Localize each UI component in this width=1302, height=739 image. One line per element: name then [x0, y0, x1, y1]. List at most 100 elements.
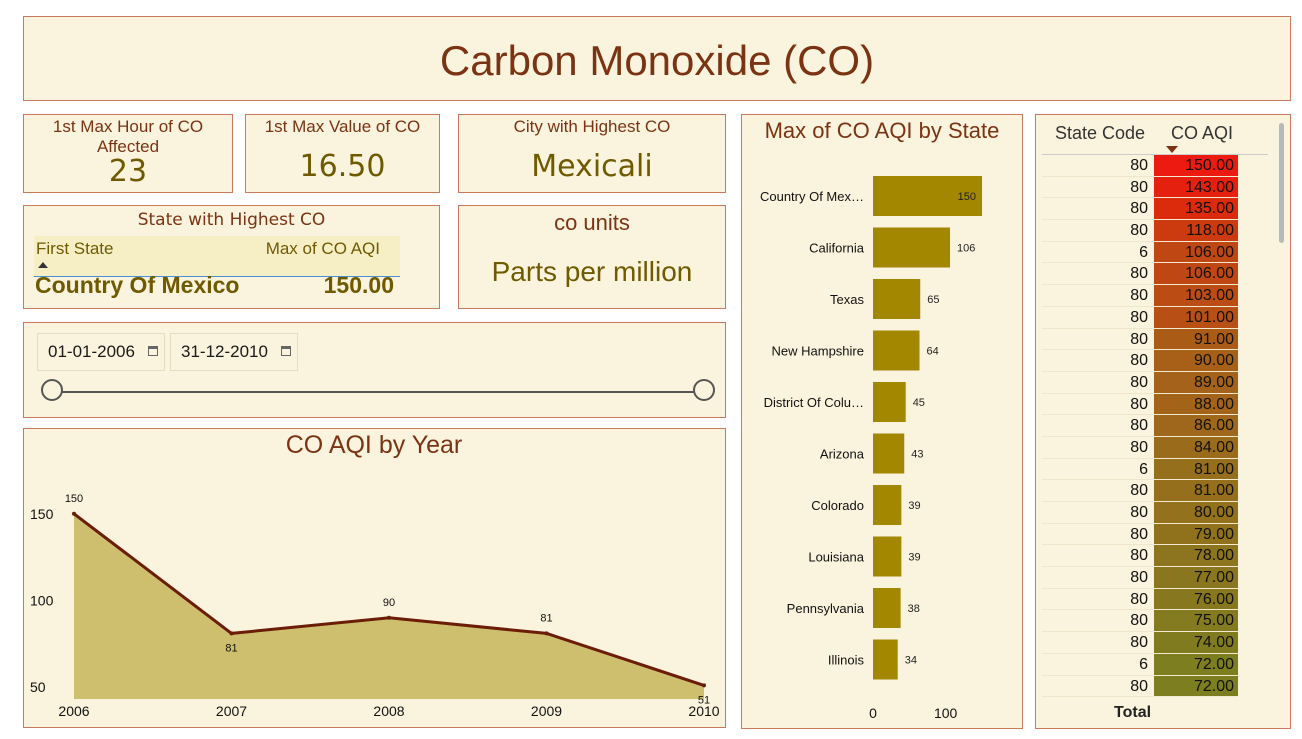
table-row[interactable]: 80 150.00 — [1042, 155, 1268, 177]
state-code-cell: 80 — [1042, 545, 1154, 568]
bar[interactable] — [873, 330, 920, 371]
state-code-cell: 80 — [1042, 415, 1154, 437]
table-row[interactable]: 6 81.00 — [1042, 458, 1268, 481]
date-slicer: 01-01-2006 31-12-2010 — [23, 322, 726, 418]
start-date-handle[interactable] — [41, 379, 63, 401]
state-code-cell: 6 — [1042, 654, 1154, 676]
data-point[interactable] — [544, 631, 549, 636]
table-row[interactable]: 80 72.00 — [1042, 675, 1268, 698]
table-row[interactable]: 80 74.00 — [1042, 632, 1268, 654]
co-aqi-cell: 72.00 — [1154, 675, 1238, 698]
state-code-cell: 6 — [1042, 242, 1154, 264]
co-aqi-cell: 80.00 — [1154, 502, 1238, 524]
co-aqi-cell: 75.00 — [1154, 610, 1238, 633]
date-range-track[interactable] — [52, 391, 703, 393]
table-row[interactable]: 6 106.00 — [1042, 241, 1268, 264]
co-aqi-cell: 101.00 — [1154, 306, 1238, 329]
table-row[interactable]: 80 76.00 — [1042, 588, 1268, 611]
table-row[interactable]: 80 91.00 — [1042, 328, 1268, 351]
kpi-city-card: City with Highest CO Mexicali — [458, 114, 726, 193]
data-point[interactable] — [387, 615, 391, 620]
table-header-aqi[interactable]: CO AQI — [1171, 123, 1234, 143]
co-aqi-cell: 89.00 — [1154, 371, 1238, 394]
co-aqi-cell: 150.00 — [1154, 155, 1238, 177]
state-code-cell: 80 — [1042, 567, 1154, 589]
max-aqi-header[interactable]: Max of CO AQI — [265, 239, 380, 258]
table-row[interactable]: 80 86.00 — [1042, 415, 1268, 437]
value-label: 45 — [913, 397, 925, 409]
kpi-max-hour-value: 23 — [108, 154, 148, 189]
co-aqi-cell: 81.00 — [1154, 458, 1238, 481]
y-tick-label: 150 — [30, 506, 54, 522]
bar[interactable] — [873, 382, 906, 422]
table-row[interactable]: 6 72.00 — [1042, 653, 1268, 676]
bar[interactable] — [873, 279, 921, 319]
table-row[interactable]: 80 135.00 — [1042, 198, 1268, 221]
bar[interactable] — [873, 176, 982, 216]
state-code-cell: 80 — [1042, 502, 1154, 524]
calendar-icon[interactable] — [281, 346, 291, 356]
table-row[interactable]: 80 106.00 — [1042, 263, 1268, 286]
table-row[interactable]: 80 101.00 — [1042, 306, 1268, 329]
state-code-cell: 80 — [1042, 307, 1154, 329]
co-aqi-cell: 143.00 — [1154, 176, 1238, 199]
state-table-header: First State Max of CO AQI — [34, 236, 400, 277]
kpi-max-hour-card: 1st Max Hour of CO Affected 23 — [23, 114, 233, 193]
data-point[interactable] — [72, 511, 76, 516]
state-code-cell: 80 — [1042, 263, 1154, 286]
table-row[interactable]: 80 143.00 — [1042, 176, 1268, 199]
state-code-cell: 80 — [1042, 372, 1154, 394]
table-row[interactable]: 80 88.00 — [1042, 393, 1268, 416]
start-date-input[interactable]: 01-01-2006 — [37, 333, 165, 371]
bar[interactable] — [873, 588, 901, 628]
table-row[interactable]: 80 118.00 — [1042, 220, 1268, 242]
table-row[interactable]: 80 103.00 — [1042, 285, 1268, 307]
table-row[interactable]: 80 79.00 — [1042, 523, 1268, 546]
state-aqi-table: State Code CO AQI 80 150.00 80 143.00 80 135.… — [1035, 114, 1291, 729]
state-code-cell: 80 — [1042, 394, 1154, 416]
end-date-handle[interactable] — [693, 379, 715, 401]
category-label: Colorado — [811, 498, 864, 513]
x-tick-label: 2009 — [531, 703, 562, 719]
line-chart-title: CO AQI by Year — [286, 431, 463, 459]
co-aqi-state-chart: Max of CO AQI by State Country Of Mex… 15… — [741, 114, 1023, 729]
bar[interactable] — [873, 227, 951, 268]
first-state-header[interactable]: First State — [36, 239, 114, 258]
category-label: Arizona — [820, 447, 865, 462]
co-aqi-cell: 84.00 — [1154, 436, 1238, 459]
state-code-cell: 80 — [1042, 198, 1154, 221]
x-tick-label: 2008 — [373, 703, 404, 719]
state-code-cell: 80 — [1042, 437, 1154, 459]
table-row[interactable]: 80 90.00 — [1042, 350, 1268, 372]
co-aqi-cell: 77.00 — [1154, 567, 1238, 589]
table-row[interactable]: 80 78.00 — [1042, 545, 1268, 568]
data-point[interactable] — [229, 631, 234, 636]
state-code-cell: 80 — [1042, 220, 1154, 242]
bar[interactable] — [873, 639, 898, 680]
bar[interactable] — [873, 485, 902, 525]
table-row[interactable]: 80 80.00 — [1042, 502, 1268, 524]
table-row[interactable]: 80 84.00 — [1042, 436, 1268, 459]
calendar-icon[interactable] — [148, 346, 158, 356]
table-row[interactable]: 80 77.00 — [1042, 567, 1268, 589]
end-date-input[interactable]: 31-12-2010 — [170, 333, 298, 371]
co-aqi-cell: 118.00 — [1154, 220, 1238, 242]
co-units-card: co units Parts per million — [458, 205, 726, 309]
co-aqi-year-chart: CO AQI by Year 150 100 50 2006 2007 2008 2009 2… — [23, 428, 726, 728]
data-label: 81 — [540, 612, 552, 624]
bar[interactable] — [873, 433, 905, 474]
table-row[interactable]: 80 75.00 — [1042, 610, 1268, 633]
co-aqi-cell: 74.00 — [1154, 632, 1238, 654]
co-aqi-cell: 79.00 — [1154, 523, 1238, 546]
data-point[interactable] — [702, 683, 706, 688]
table-body: 80 150.00 80 143.00 80 135.00 80 118.00 6 106.00 8… — [1042, 155, 1268, 698]
table-scrollbar[interactable] — [1279, 123, 1284, 243]
category-label: Illinois — [828, 653, 865, 668]
table-row[interactable]: 80 89.00 — [1042, 371, 1268, 394]
state-code-cell: 80 — [1042, 329, 1154, 351]
bar[interactable] — [873, 536, 902, 577]
state-highest-title: State with Highest CO — [137, 210, 326, 230]
table-header-state[interactable]: State Code — [1055, 123, 1146, 143]
co-aqi-cell: 76.00 — [1154, 588, 1238, 611]
table-row[interactable]: 80 81.00 — [1042, 480, 1268, 502]
